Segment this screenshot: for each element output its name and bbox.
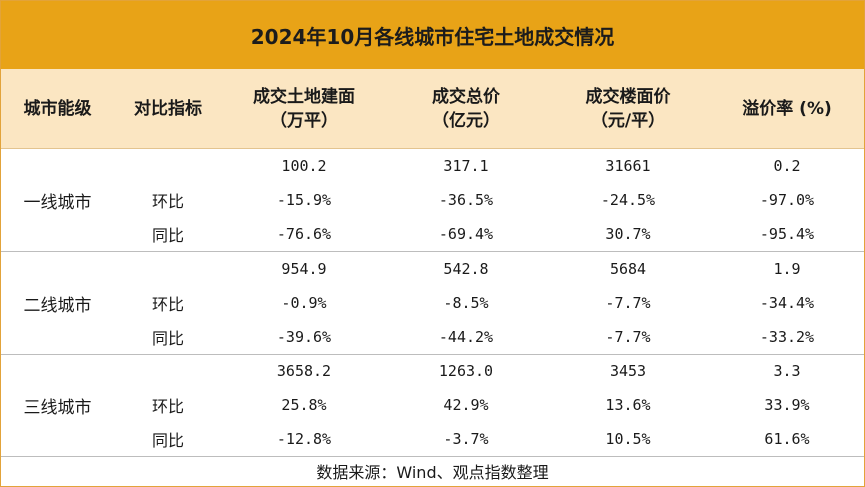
group-tier1: 一线城市 100.2 317.1 31661 0.2 环比 -15.9% -36… (1, 149, 864, 252)
price-cell: 10.5% (605, 430, 651, 448)
city-label: 一线城市 (23, 192, 92, 213)
metric-cell: 环比 (151, 192, 184, 211)
total-cell: -36.5% (438, 191, 494, 209)
premium-cell: -33.2% (759, 328, 815, 346)
total-cell: 1263.0 (438, 362, 494, 380)
total-cell: 42.9% (443, 396, 489, 414)
premium-cell: 61.6% (764, 430, 810, 448)
price-cell: 5684 (609, 260, 647, 278)
price-cell: 31661 (605, 157, 651, 175)
table-row: 同比 -76.6% -69.4% 30.7% -95.4% (1, 217, 864, 251)
header-metric: 对比指标 (134, 98, 202, 119)
price-cell: 13.6% (605, 396, 651, 414)
premium-cell: -95.4% (759, 225, 815, 243)
price-cell: -7.7% (605, 294, 651, 312)
metric-cell: 同比 (151, 226, 184, 245)
table-row: 954.9 542.8 5684 1.9 (1, 252, 864, 286)
area-cell: 25.8% (281, 396, 327, 414)
premium-cell: 33.9% (764, 396, 810, 414)
group-tier2: 二线城市 954.9 542.8 5684 1.9 环比 -0.9% -8.5%… (1, 252, 864, 355)
premium-cell: -97.0% (759, 191, 815, 209)
header-row: 城市能级 对比指标 成交土地建面 （万平） 成交总价 （亿元） 成交楼面价 （元… (1, 69, 864, 149)
total-cell: -69.4% (438, 225, 494, 243)
table-row: 同比 -39.6% -44.2% -7.7% -33.2% (1, 320, 864, 354)
area-cell: -15.9% (276, 191, 332, 209)
metric-cell (114, 149, 222, 183)
group-tier3: 三线城市 3658.2 1263.0 3453 3.3 环比 25.8% 42.… (1, 354, 864, 457)
total-cell: 317.1 (443, 157, 489, 175)
area-cell: 954.9 (281, 260, 327, 278)
price-cell: 30.7% (605, 225, 651, 243)
header-premium: 溢价率 (%) (742, 98, 832, 119)
metric-cell: 环比 (151, 397, 184, 416)
metric-cell: 环比 (151, 295, 184, 314)
premium-cell: 3.3 (773, 362, 801, 380)
table-row: 环比 -0.9% -8.5% -7.7% -34.4% (1, 286, 864, 320)
area-cell: -76.6% (276, 225, 332, 243)
table-row: 环比 -15.9% -36.5% -24.5% -97.0% (1, 183, 864, 217)
metric-cell: 同比 (151, 431, 184, 450)
table-row: 100.2 317.1 31661 0.2 (1, 149, 864, 183)
header-city-tier: 城市能级 (23, 98, 92, 119)
total-cell: 542.8 (443, 260, 489, 278)
area-cell: -12.8% (276, 430, 332, 448)
area-cell: -0.9% (281, 294, 327, 312)
header-total-price: 成交总价 （亿元） (386, 69, 546, 148)
header-floor-line1: 成交楼面价 (585, 86, 671, 107)
metric-cell: 同比 (151, 329, 184, 348)
price-cell: -24.5% (600, 191, 656, 209)
city-label: 三线城市 (23, 397, 92, 418)
metric-cell (114, 252, 222, 286)
metric-cell (114, 354, 222, 388)
table-row: 3658.2 1263.0 3453 3.3 (1, 354, 864, 388)
price-cell: 3453 (609, 362, 647, 380)
table-row: 环比 25.8% 42.9% 13.6% 33.9% (1, 388, 864, 422)
header-floor-price: 成交楼面价 （元/平） (546, 69, 710, 148)
source-note: 数据来源：Wind、观点指数整理 (316, 462, 549, 482)
header-total-line2: （亿元） (432, 110, 500, 131)
premium-cell: 0.2 (773, 157, 801, 175)
table-row: 同比 -12.8% -3.7% 10.5% 61.6% (1, 422, 864, 456)
header-total-line1: 成交总价 (432, 86, 500, 107)
header-floor-line2: （元/平） (590, 110, 666, 131)
header-area-line2: （万平） (270, 110, 338, 131)
price-cell: -7.7% (605, 328, 651, 346)
premium-cell: -34.4% (759, 294, 815, 312)
total-cell: -8.5% (443, 294, 489, 312)
area-cell: 100.2 (281, 157, 327, 175)
header-area: 成交土地建面 （万平） (222, 69, 386, 148)
premium-cell: 1.9 (773, 260, 801, 278)
city-label: 二线城市 (23, 295, 92, 316)
header-area-line1: 成交土地建面 (253, 86, 355, 107)
table-title: 2024年10月各线城市住宅土地成交情况 (1, 1, 864, 69)
total-cell: -44.2% (438, 328, 494, 346)
area-cell: -39.6% (276, 328, 332, 346)
area-cell: 3658.2 (276, 362, 332, 380)
total-cell: -3.7% (443, 430, 489, 448)
